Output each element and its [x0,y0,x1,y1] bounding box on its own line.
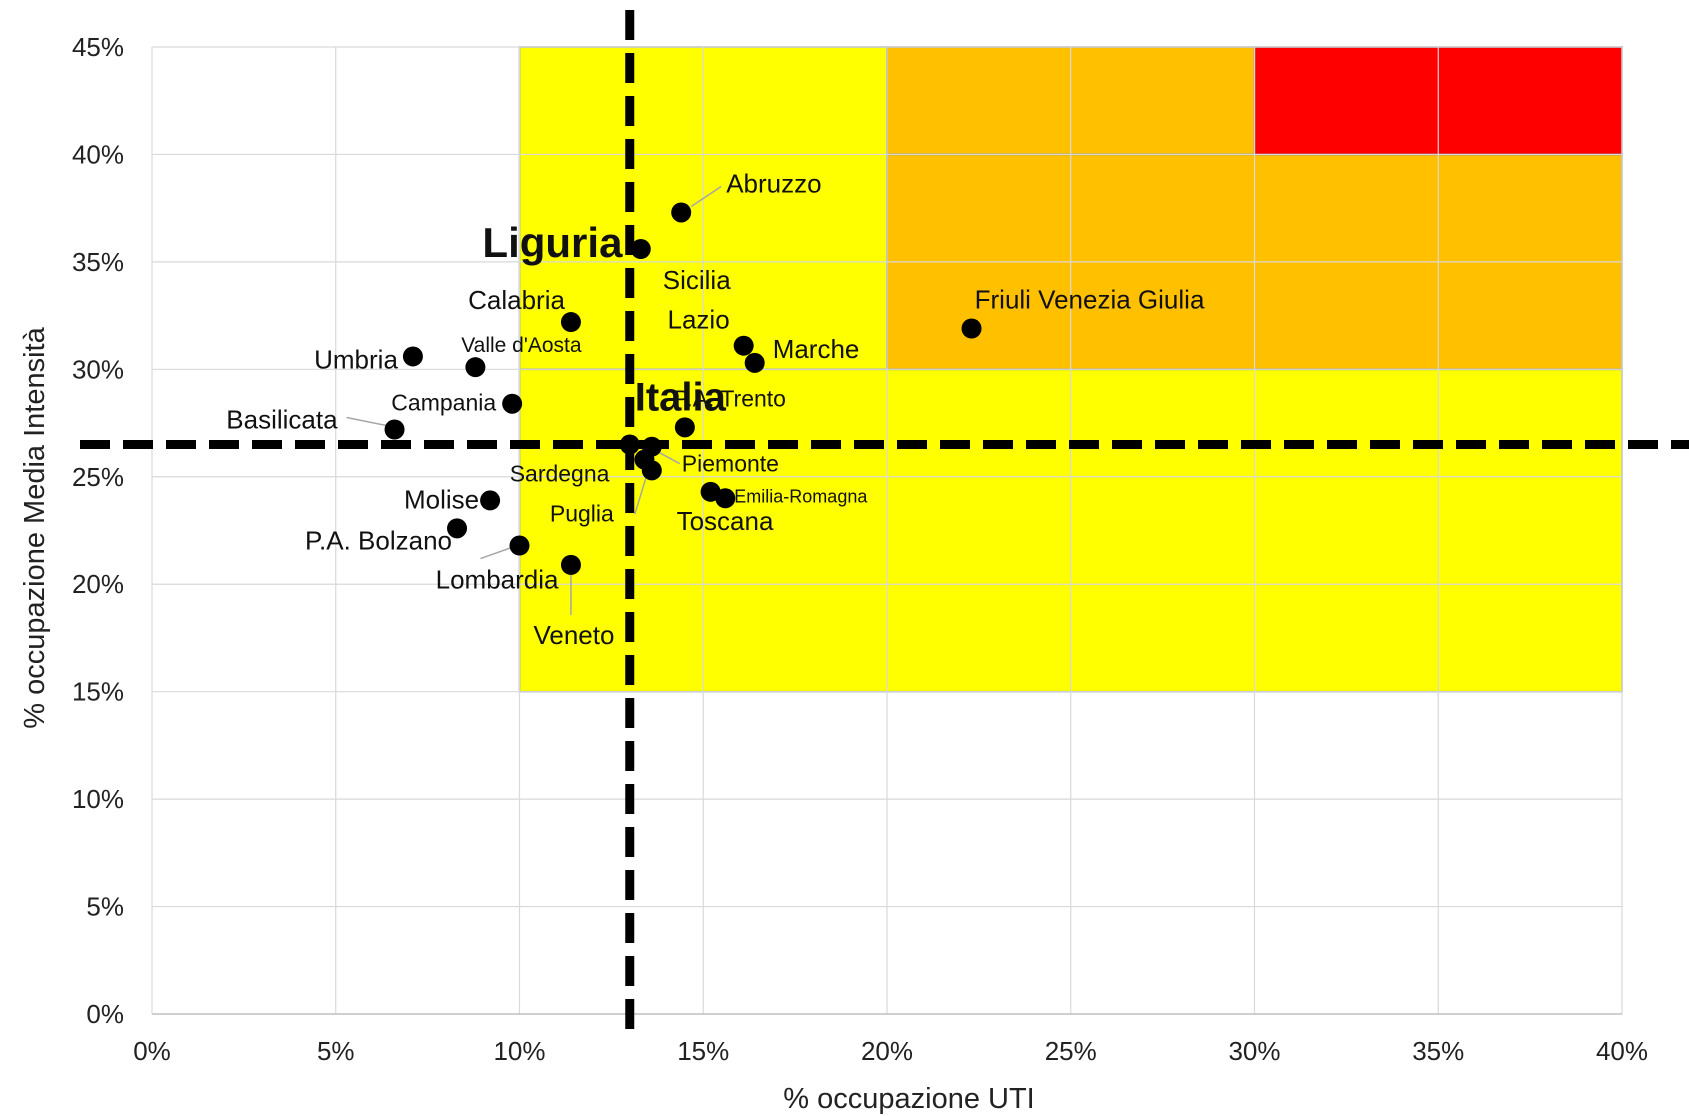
point-toscana [700,481,721,502]
point-sicilia [630,238,651,259]
point-campania [502,393,523,414]
point-molise [480,490,501,511]
axes: 0% 5% 10% 15% 20% 25% 30% 35% 40% 0% 5% 10% 15% 20% 25… [72,32,1648,1066]
point-p-a-trento [674,417,695,438]
point-lombardia [509,535,530,556]
point-label-liguria: Liguria [482,219,623,266]
point-label-piemonte: Piemonte [682,451,779,477]
x-tick-label: 25% [1045,1036,1097,1066]
point-label-veneto: Veneto [533,620,614,650]
point-label-umbria: Umbria [314,344,398,374]
y-tick-label: 40% [72,139,124,169]
gridlines [152,46,1623,1014]
y-tick-label: 35% [72,247,124,277]
point-label-p-a-trento: P.A. Trento [674,385,786,411]
leader-lombardia [480,546,512,560]
leader-basilicata [346,416,387,427]
point-label-emilia-romagna: Emilia-Romagna [734,486,868,506]
reference-lines [80,10,1689,1040]
point-label-puglia: Puglia [550,500,614,526]
point-label-italia: Italia [635,376,727,420]
y-tick-label: 45% [72,32,124,62]
point-label-campania: Campania [391,390,496,416]
leader-puglia [634,478,647,515]
point-label-sardegna: Sardegna [510,461,610,487]
y-axis-title: % occupazione Media Intensità [19,326,51,728]
y-tick-label: 20% [72,569,124,599]
point-friuli-venezia-giulia [961,318,982,339]
point-umbria [402,346,423,367]
x-tick-label: 15% [677,1036,729,1066]
data-points [384,202,982,575]
point-label-abruzzo: Abruzzo [726,168,821,198]
point-valle-d-aosta [465,357,486,378]
y-tick-label: 25% [72,462,124,492]
point-italia [619,434,640,455]
y-tick-label: 0% [86,999,124,1029]
point-label-lombardia: Lombardia [436,565,559,595]
point-p-a-bolzano [447,518,468,539]
point-label-friuli-venezia-giulia: Friuli Venezia Giulia [975,285,1205,315]
leader-abruzzo [690,185,722,208]
y-tick-label: 5% [86,892,124,922]
point-lazio [733,335,754,356]
point-labels: Abruzzo Liguria Sicilia Calabria Lazio Marche… [226,168,1205,649]
point-abruzzo [671,202,692,223]
x-tick-label: 35% [1412,1036,1464,1066]
point-veneto [560,554,581,575]
point-label-marche: Marche [773,334,860,364]
leader-piemonte [655,450,681,465]
point-basilicata [384,419,405,440]
x-tick-label: 40% [1596,1036,1648,1066]
x-tick-label: 20% [861,1036,913,1066]
point-label-toscana: Toscana [677,506,774,536]
point-label-sicilia: Sicilia [663,265,731,295]
y-tick-label: 30% [72,354,124,384]
y-tick-label: 10% [72,784,124,814]
point-label-molise: Molise [404,484,479,514]
x-axis-title: % occupazione UTI [783,1083,1034,1115]
x-tick-label: 5% [317,1036,355,1066]
x-tick-label: 30% [1228,1036,1280,1066]
point-label-calabria: Calabria [468,285,565,315]
point-calabria [560,312,581,333]
y-tick-label: 15% [72,677,124,707]
x-tick-label: 10% [493,1036,545,1066]
point-puglia [641,460,662,481]
point-marche [744,352,765,373]
point-label-valle-d-aosta: Valle d'Aosta [461,334,582,357]
point-label-basilicata: Basilicata [226,405,338,435]
point-label-p-a-bolzano: P.A. Bolzano [305,525,452,555]
point-label-lazio: Lazio [668,305,730,335]
x-tick-label: 0% [133,1036,171,1066]
